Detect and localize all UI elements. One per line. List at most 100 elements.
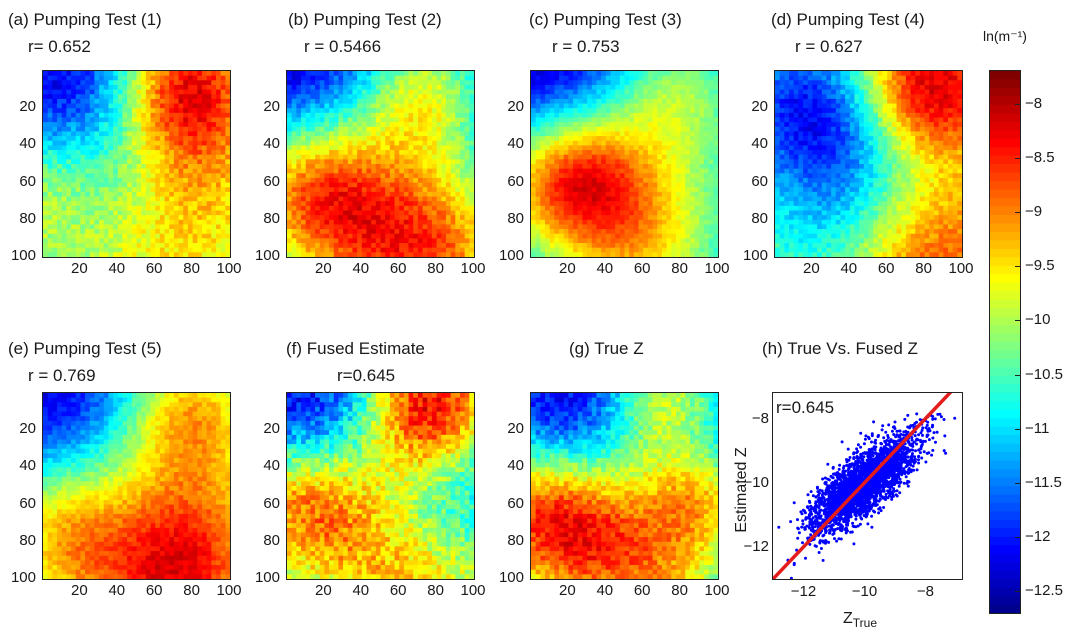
- heatmap-cell: [94, 243, 100, 249]
- heatmap-cell: [441, 182, 447, 188]
- heatmap-cell: [643, 154, 649, 160]
- heatmap-cell: [549, 229, 555, 235]
- heatmap-cell: [131, 238, 138, 244]
- heatmap-cell: [66, 229, 72, 235]
- heatmap-cell: [591, 205, 598, 212]
- heatmap-cell: [938, 71, 944, 77]
- heatmap-cell: [333, 247, 340, 253]
- heatmap-cell: [647, 75, 654, 81]
- heatmap-cell: [647, 117, 654, 123]
- heatmap-cell: [211, 210, 217, 216]
- heatmap-cell: [431, 80, 438, 86]
- heatmap-cell: [403, 177, 410, 184]
- heatmap-cell: [619, 238, 626, 244]
- heatmap-cell: [615, 177, 621, 184]
- heatmap-cell: [357, 80, 363, 86]
- heatmap-cell: [103, 145, 110, 151]
- heatmap-cell: [71, 238, 77, 244]
- heatmap-cell: [587, 145, 593, 151]
- heatmap-cell: [75, 80, 81, 86]
- heatmap-cell: [173, 182, 180, 188]
- heatmap-cell: [319, 229, 325, 235]
- heatmap-cell: [225, 173, 230, 179]
- heatmap-cell: [94, 89, 100, 95]
- heatmap-cell: [455, 159, 461, 165]
- heatmap-cell: [155, 164, 161, 170]
- heatmap-cell: [694, 131, 700, 137]
- heatmap-cell: [89, 168, 96, 174]
- heatmap-cell: [178, 112, 184, 119]
- heatmap-cell: [540, 243, 546, 249]
- heatmap-cell: [431, 150, 438, 156]
- heatmap-cell: [127, 187, 133, 193]
- heatmap-cell: [183, 224, 189, 230]
- heatmap-cell: [122, 229, 128, 235]
- heatmap-cell: [427, 168, 433, 174]
- heatmap-cell: [657, 131, 663, 137]
- heatmap-cell: [596, 98, 602, 105]
- heatmap-cell: [821, 80, 828, 86]
- heatmap-cell: [187, 140, 194, 146]
- heatmap-cell: [601, 168, 607, 174]
- heatmap-cell: [661, 182, 668, 188]
- heatmap-cell: [633, 136, 640, 142]
- heatmap-cell: [211, 238, 217, 244]
- heatmap-cell: [469, 131, 474, 137]
- heatmap-cell: [206, 80, 212, 86]
- heatmap-cell: [605, 243, 612, 249]
- heatmap-cell: [291, 108, 297, 114]
- heatmap-cell: [197, 252, 203, 257]
- heatmap-cell: [436, 164, 442, 170]
- heatmap-cell: [99, 140, 105, 146]
- heatmap-cell: [459, 229, 466, 235]
- heatmap-cell: [183, 201, 189, 207]
- heatmap-cell: [545, 177, 551, 184]
- heatmap-cell: [436, 238, 442, 244]
- heatmap-cell: [169, 84, 175, 91]
- ytick-a-20: 20: [19, 98, 36, 116]
- heatmap-cell: [577, 177, 584, 184]
- heatmap-cell: [52, 205, 58, 212]
- heatmap-cell: [394, 140, 400, 146]
- heatmap-cell: [375, 201, 382, 207]
- heatmap-cell: [657, 140, 663, 146]
- heatmap-cell: [389, 224, 396, 230]
- heatmap-cell: [540, 71, 546, 77]
- heatmap-cell: [80, 247, 86, 253]
- heatmap-cell: [657, 173, 663, 179]
- heatmap-cell: [117, 89, 124, 95]
- heatmap-a: [42, 70, 231, 258]
- heatmap-cell: [685, 145, 691, 151]
- heatmap-cell: [685, 238, 691, 244]
- heatmap-cell: [408, 247, 414, 253]
- heatmap-cell: [563, 238, 569, 244]
- heatmap-cell: [582, 229, 588, 235]
- heatmap-cell: [52, 136, 58, 142]
- heatmap-cell: [591, 201, 598, 207]
- heatmap-cell: [413, 140, 419, 146]
- heatmap-cell: [127, 94, 133, 100]
- heatmap-cell: [159, 112, 166, 119]
- heatmap-cell: [573, 187, 579, 193]
- heatmap-cell: [220, 108, 226, 114]
- heatmap-cell: [201, 150, 208, 156]
- heatmap-cell: [103, 150, 110, 156]
- heatmap-cell: [675, 164, 682, 170]
- heatmap-cell: [389, 154, 396, 160]
- heatmap-cell: [301, 94, 307, 100]
- heatmap-cell: [587, 136, 593, 142]
- heatmap-cell: [427, 238, 433, 244]
- heatmap-cell: [136, 243, 142, 249]
- heatmap-cell: [71, 75, 77, 81]
- heatmap-cell: [394, 177, 400, 184]
- heatmap-cell: [469, 252, 474, 257]
- xtick-a-20: 20: [71, 260, 88, 277]
- heatmap-cell: [554, 173, 560, 179]
- heatmap-cell: [141, 205, 147, 212]
- heatmap-cell: [591, 215, 598, 221]
- heatmap-cell: [713, 112, 718, 119]
- heatmap-cell: [554, 136, 560, 142]
- heatmap-cell: [699, 201, 705, 207]
- heatmap-cell: [708, 94, 714, 100]
- heatmap-cell: [136, 80, 142, 86]
